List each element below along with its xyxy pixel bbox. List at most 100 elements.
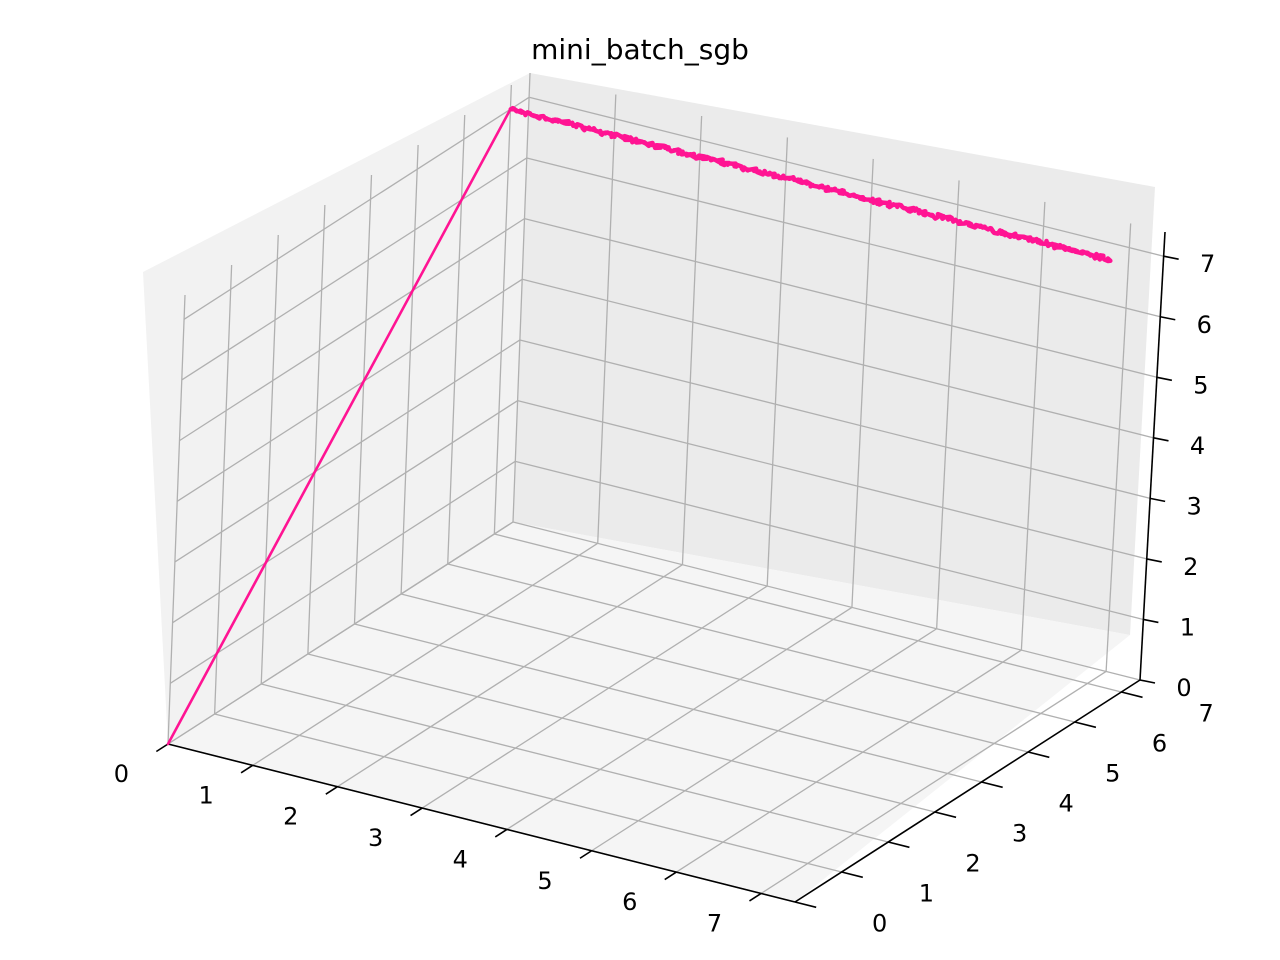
x-tick-label: 1 [198,781,213,809]
grid-line-y-left [167,294,186,745]
x-tick-label: 0 [114,760,129,788]
grid-line-y-left [213,264,233,715]
z-tick-mark [1149,497,1166,503]
x-tick-label: 7 [707,910,722,938]
grid-line-z-back [528,96,1164,257]
series-jump-line [166,107,512,746]
grid-line-x-back [512,72,531,523]
y-tick-label: 4 [1059,789,1074,817]
y-tick-label: 5 [1105,759,1120,787]
grid-line-y-left [307,204,326,655]
y-tick-mark [794,901,817,909]
grid-line-z-left [181,157,528,381]
grid-line-y-floor [214,713,842,873]
x-tick-mark [579,850,593,859]
grid-line-x-floor [506,606,853,830]
grid-line-x-floor [421,585,768,809]
x-tick-label: 3 [368,824,383,852]
grid-line-y-floor [307,653,936,813]
grid-line-x-back [851,158,874,608]
grid-line-x-floor [337,564,683,788]
grid-line-x-back [1020,201,1046,651]
z-axis-line [1139,231,1166,681]
y-axis-line [794,679,1141,903]
z-tick-label: 5 [1193,371,1208,399]
grid-line-x-back [766,137,789,587]
y-tick-mark [1121,691,1143,699]
grid-line-y-left [447,114,466,565]
grid-line-y-left [400,144,419,595]
z-tick-label: 2 [1183,553,1198,581]
y-tick-mark [981,781,1003,789]
y-tick-label: 2 [965,849,980,877]
axis-lines [167,231,1166,903]
series-steady-line [508,105,1113,264]
tick-marks [155,255,1179,909]
x-tick-mark [155,743,169,753]
grid-line-z-left [183,96,530,320]
grid-line-z-back [512,521,1141,681]
z-tick-label: 3 [1186,492,1201,520]
y-tick-mark [841,871,863,879]
grid-line-z-left [174,339,521,563]
chart-title: mini_batch_sgb [531,33,749,66]
y-tick-label: 1 [919,879,934,907]
y-tick-mark [934,811,957,819]
grid-line-x-back [935,180,960,629]
grid-line-z-back [524,217,1158,378]
z-tick-mark [1146,558,1162,563]
axes-panes [143,73,1155,902]
series-layer [166,105,1113,746]
grid-line-x-back [1105,223,1132,672]
y-tick-mark [1027,751,1050,759]
y-tick-label: 6 [1152,729,1167,757]
grid-line-x-floor [676,649,1022,873]
x-tick-label: 6 [622,888,637,916]
grid-line-z-left [169,460,516,684]
grid-line-x-back [681,115,703,565]
grid-line-y-floor [400,593,1029,753]
y-tick-label: 3 [1012,819,1027,847]
z-tick-mark [1143,618,1159,624]
x-tick-label: 4 [453,845,468,873]
grid-line-z-back [522,278,1154,439]
z-tick-label: 7 [1200,250,1215,278]
y-tick-mark [888,841,910,849]
z-tick-label: 1 [1180,614,1195,642]
y-tick-label: 7 [1198,699,1213,727]
z-tick-mark [1156,376,1173,382]
grid-line-y-floor [354,623,982,783]
x-tick-label: 2 [283,803,298,831]
grid-line-z-left [172,400,518,624]
x-tick-mark [410,807,423,817]
grid-line-y-left [493,84,513,535]
grid-line-z-left [176,278,523,502]
grid-lines [167,72,1164,903]
x-tick-mark [240,764,254,774]
z-tick-mark [1153,437,1169,442]
grid-line-z-back [519,339,1151,500]
y-tick-mark [1074,721,1097,729]
grid-line-y-floor [447,563,1075,723]
x-tick-mark [494,828,508,838]
grid-line-y-left [260,234,279,685]
grid-line-y-floor [494,533,1122,693]
grid-line-y-floor [261,683,889,843]
grid-line-z-back [515,460,1144,621]
grid-line-z-back [526,157,1161,318]
grid-line-y-left [353,174,373,625]
z-tick-label: 0 [1176,674,1191,702]
x-tick-mark [664,871,677,881]
x-axis-line [167,743,796,903]
grid-line-z-left [179,218,525,442]
grid-line-x-floor [591,628,938,852]
z-tick-mark [1163,255,1179,261]
z-tick-mark [1160,315,1176,321]
y-tick-label: 0 [872,909,887,937]
x-tick-mark [325,786,338,795]
x-tick-mark [749,892,762,902]
x-tick-label: 5 [537,867,552,895]
left-pane [143,73,530,744]
grid-line-z-back [517,400,1147,560]
